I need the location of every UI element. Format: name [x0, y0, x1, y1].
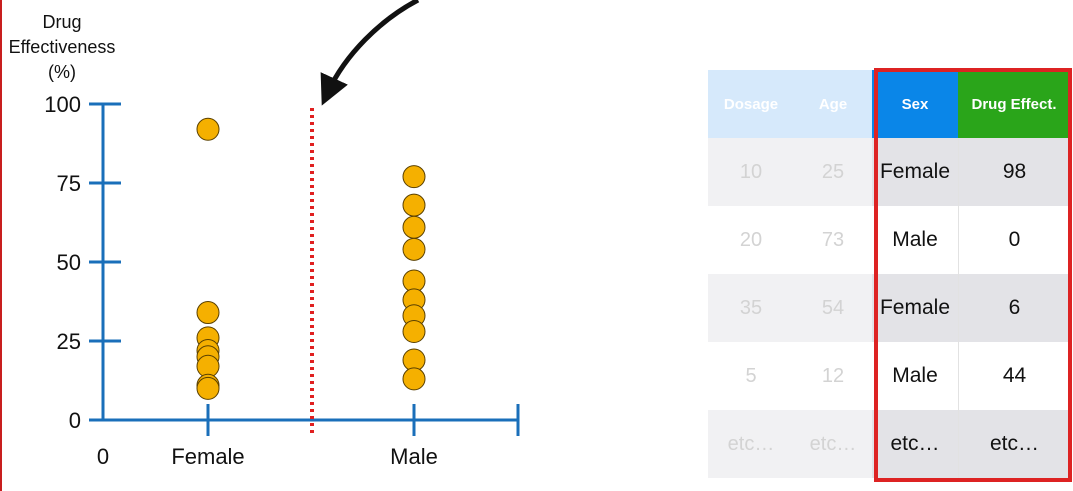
table-cell: Female — [872, 138, 958, 206]
scatter-chart: Drug Effectiveness (%) 0 25 50 75 100 0 Female… — [9, 0, 520, 469]
table-cell: etc… — [958, 410, 1070, 478]
table-cell: 44 — [958, 342, 1070, 410]
data-point — [402, 215, 426, 239]
table-cell: 35 — [708, 274, 794, 342]
header-dosage: Dosage — [708, 70, 794, 138]
data-point — [402, 367, 426, 391]
header-drug-effect: Drug Effect. — [958, 70, 1070, 138]
table-cell: 6 — [958, 274, 1070, 342]
y-tick-label: 100 — [44, 92, 81, 117]
table-cell: etc… — [708, 410, 794, 478]
curved-arrow — [320, 0, 420, 106]
table-cell: etc… — [794, 410, 872, 478]
y-tick-label: 25 — [57, 329, 81, 354]
y-axis-label-line-3: (%) — [48, 62, 76, 82]
table-cell: 5 — [708, 342, 794, 410]
y-tick-label: 50 — [57, 250, 81, 275]
table-cell: 73 — [794, 206, 872, 274]
data-point — [402, 237, 426, 261]
y-tick-label: 0 — [69, 408, 81, 433]
data-point — [402, 320, 426, 344]
y-axis-label-line-2: Effectiveness — [9, 37, 116, 57]
frame-border — [0, 0, 2, 491]
data-table: Dosage Age Sex Drug Effect. 10 25 Female 98 20 73… — [708, 70, 1070, 478]
data-point — [196, 117, 220, 141]
table-cell: etc… — [872, 410, 958, 478]
table-cell: 12 — [794, 342, 872, 410]
data-point — [196, 376, 220, 400]
table-cell: 10 — [708, 138, 794, 206]
header-sex: Sex — [872, 70, 958, 138]
table-cell: 0 — [958, 206, 1070, 274]
table-cell: 98 — [958, 138, 1070, 206]
x-tick-label: Female — [171, 444, 244, 469]
table-cell: Female — [872, 274, 958, 342]
header-age: Age — [794, 70, 872, 138]
data-point — [402, 165, 426, 189]
table-cell: Male — [872, 206, 958, 274]
data-point — [196, 301, 220, 325]
table-cell: 25 — [794, 138, 872, 206]
y-tick-label: 75 — [57, 171, 81, 196]
x-tick-label: Male — [390, 444, 438, 469]
x-tick-label: 0 — [97, 444, 109, 469]
y-axis-label-line-1: Drug — [42, 12, 81, 32]
table-cell: Male — [872, 342, 958, 410]
table-cell: 20 — [708, 206, 794, 274]
table-cell: 54 — [794, 274, 872, 342]
data-point — [402, 193, 426, 217]
